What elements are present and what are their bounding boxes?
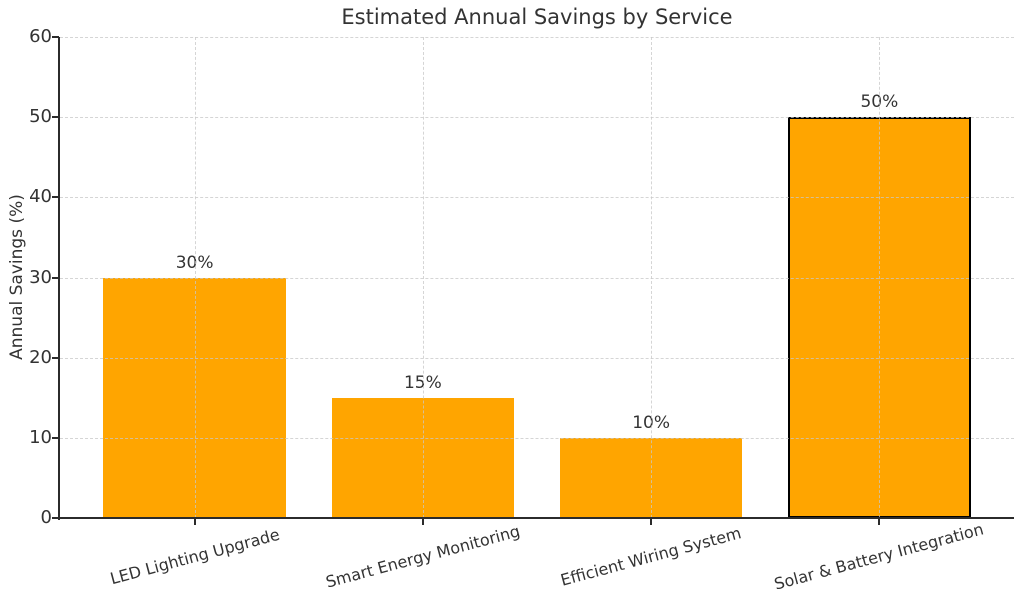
bar xyxy=(331,397,515,518)
y-tick-mark xyxy=(52,116,59,119)
chart-title: Estimated Annual Savings by Service xyxy=(341,5,733,29)
y-tick-mark xyxy=(52,436,59,439)
y-tick-label: 30 xyxy=(29,266,52,288)
bar xyxy=(103,277,286,518)
y-tick-label: 10 xyxy=(29,426,52,448)
bar-value-label: 50% xyxy=(860,92,899,113)
y-tick-mark xyxy=(52,356,59,359)
y-tick-mark xyxy=(52,276,59,279)
bar-value-label: 30% xyxy=(175,252,214,273)
x-tick-mark xyxy=(878,519,881,525)
y-tick-mark xyxy=(52,517,59,519)
x-axis-spine xyxy=(58,517,1014,519)
plot-area: 30% 15% 10% 50% xyxy=(58,37,1014,520)
bars-group: 30% 15% 10% 50% xyxy=(60,37,1014,518)
y-tick-mark xyxy=(52,196,59,199)
y-tick-label: 50 xyxy=(29,106,52,128)
y-axis-spine xyxy=(58,37,60,520)
y-tick-mark xyxy=(52,36,59,38)
x-tick-mark xyxy=(193,519,196,525)
y-tick-label: 0 xyxy=(40,507,52,528)
y-tick-label: 40 xyxy=(29,186,52,208)
x-tick-mark xyxy=(421,519,424,525)
bar-value-label: 15% xyxy=(403,372,442,393)
bar-highlighted xyxy=(788,117,971,518)
x-tick-mark xyxy=(650,519,653,525)
bar xyxy=(559,437,743,518)
bar-value-label: 10% xyxy=(632,412,670,433)
y-tick-label: 20 xyxy=(29,346,52,368)
y-tick-label: 60 xyxy=(29,26,52,47)
